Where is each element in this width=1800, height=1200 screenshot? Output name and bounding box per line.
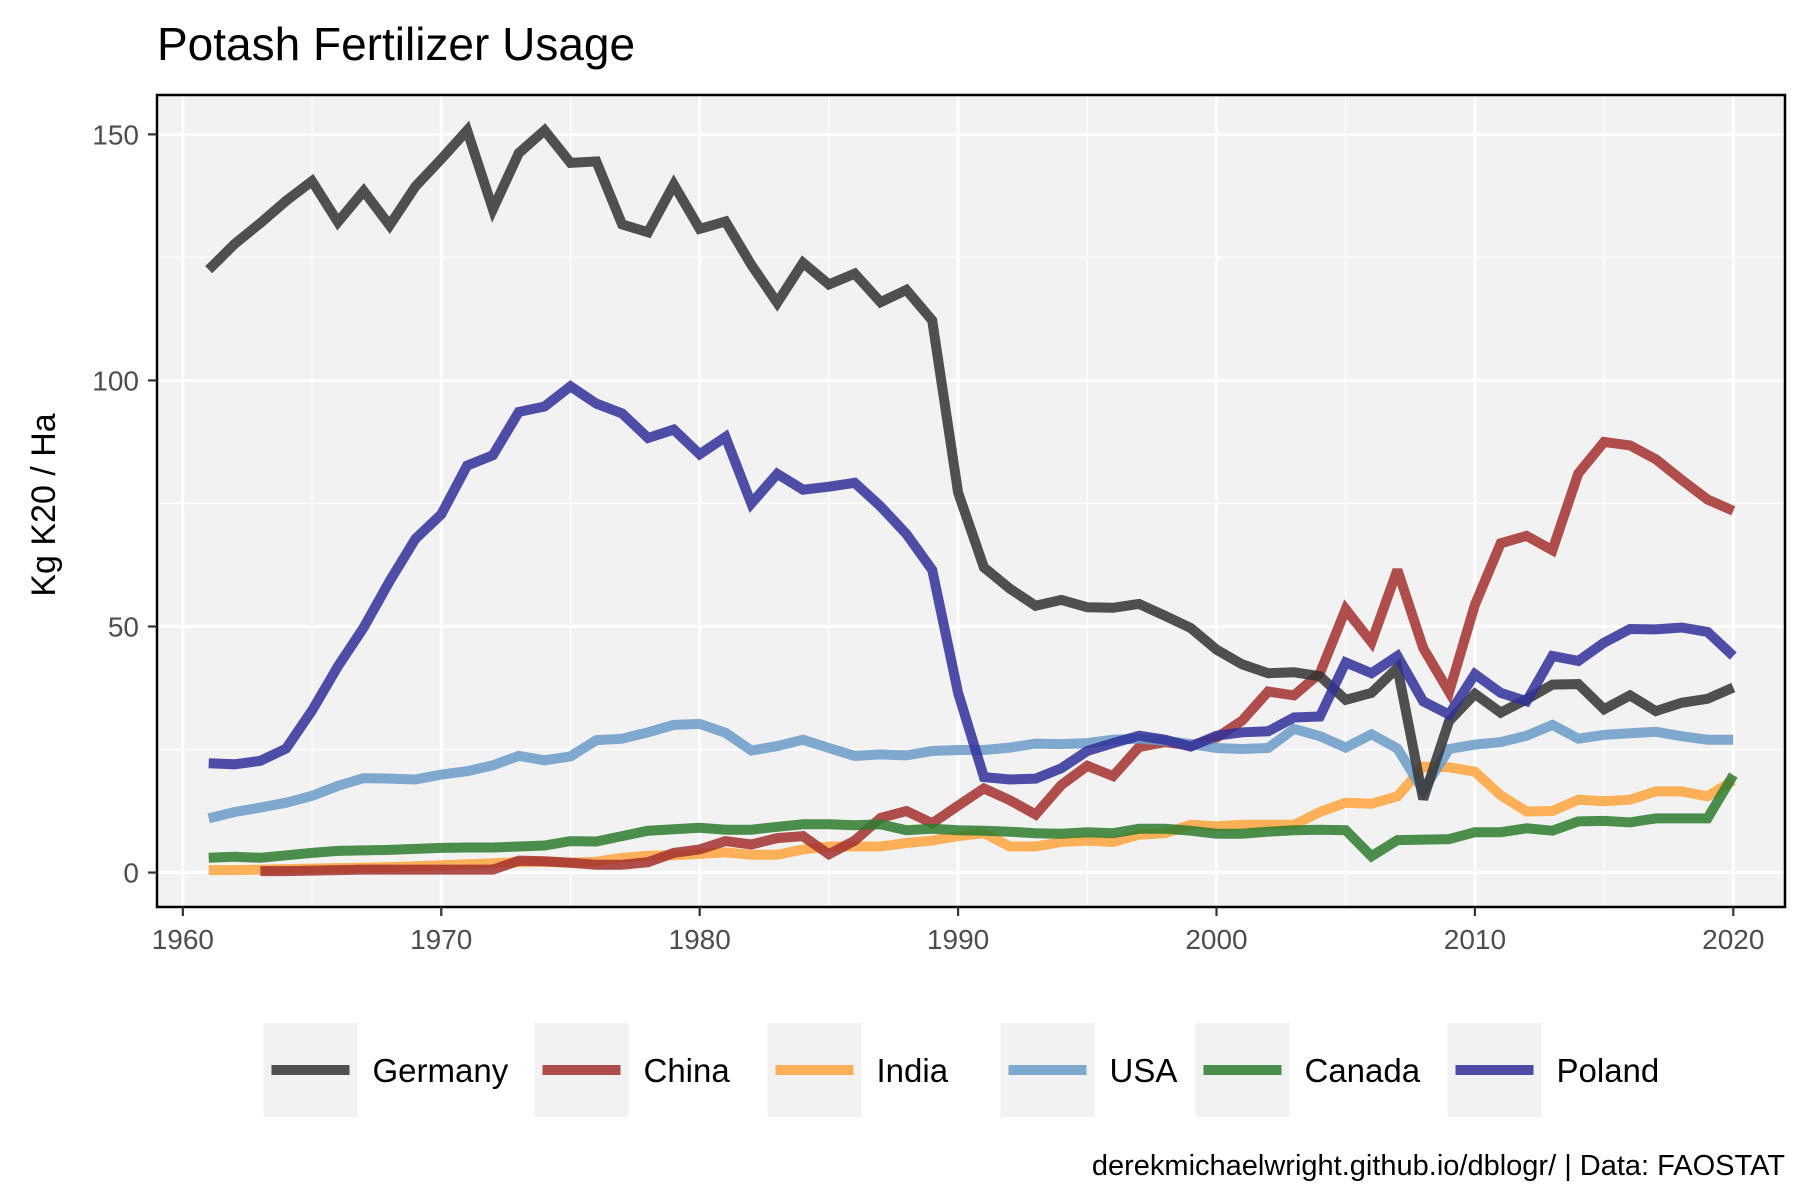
legend: Germany China India USA Canada Poland [263, 1023, 1660, 1117]
x-tick-label: 1960 [152, 924, 214, 955]
series-line-china [260, 436, 1736, 877]
x-tick-label: 1980 [669, 924, 731, 955]
chart-title: Potash Fertilizer Usage [157, 18, 635, 70]
x-tick-label: 2020 [1702, 924, 1764, 955]
caption: derekmichaelwright.github.io/dblogr/ | D… [1092, 1150, 1785, 1182]
plot-background [157, 95, 1785, 907]
series-lines [205, 120, 1738, 877]
y-tick-label: 50 [108, 611, 139, 642]
axes: 1960 1970 1980 1990 2000 2010 2020 0 50 100 150 [92, 119, 1764, 955]
x-tick-label: 1970 [410, 924, 472, 955]
series-line-germany [205, 120, 1736, 801]
series-line-poland [208, 380, 1737, 785]
legend-label-germany: Germany [373, 1052, 509, 1089]
x-tick-label: 2010 [1444, 924, 1506, 955]
y-tick-label: 0 [123, 858, 139, 889]
legend-label-china: China [644, 1052, 731, 1089]
series-line-canada [208, 772, 1738, 863]
y-tick-label: 150 [92, 119, 139, 150]
plot-border [155, 93, 1787, 909]
legend-label-india: India [877, 1052, 949, 1089]
y-axis-label: Kg K20 / Ha [25, 413, 63, 596]
x-tick-label: 1990 [927, 924, 989, 955]
y-tick-label: 100 [92, 365, 139, 396]
x-tick-label: 2000 [1185, 924, 1247, 955]
legend-label-canada: Canada [1305, 1052, 1421, 1089]
legend-label-poland: Poland [1557, 1052, 1660, 1089]
legend-label-usa: USA [1110, 1052, 1178, 1089]
